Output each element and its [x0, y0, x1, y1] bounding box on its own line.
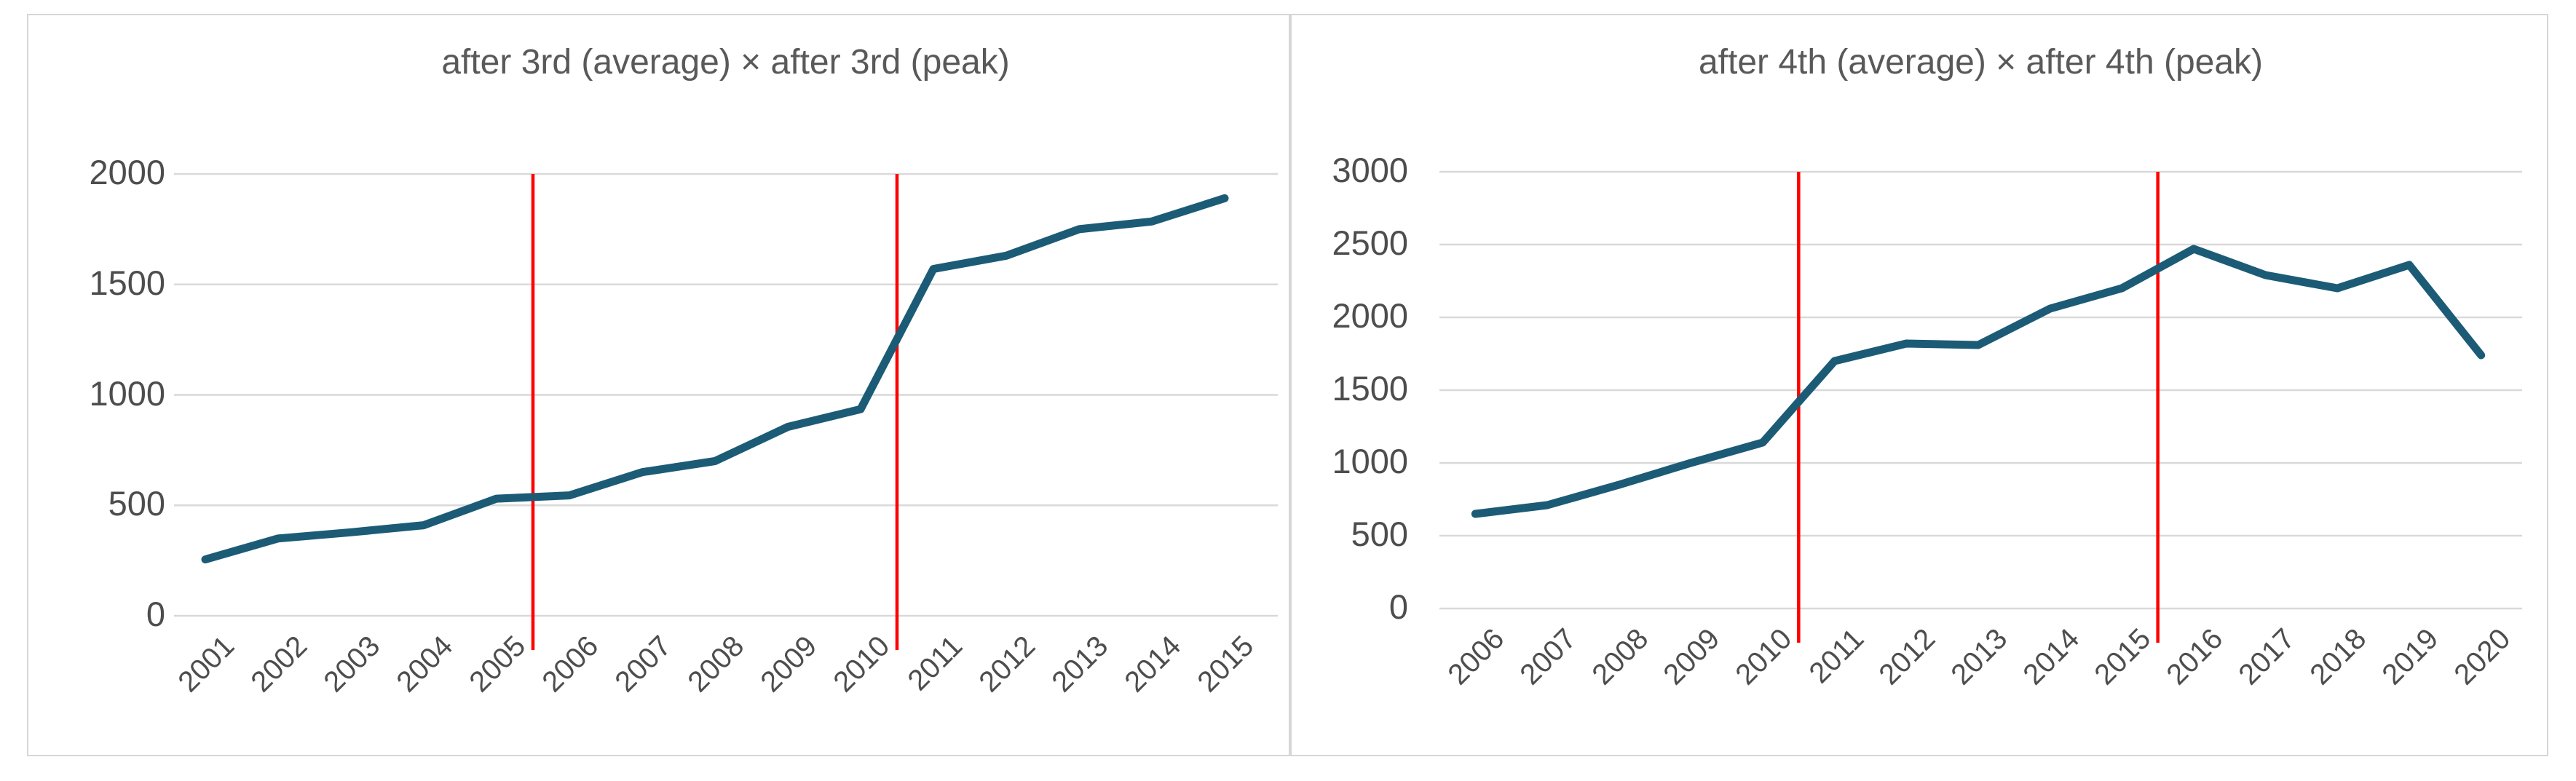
y-axis-tick-label: 2500	[1332, 223, 1408, 262]
y-axis-tick-label: 2000	[1332, 296, 1408, 335]
y-axis-tick-label: 500	[108, 484, 165, 523]
y-axis-tick-label: 2000	[89, 153, 165, 191]
chart-title: after 4th (average) × after 4th (peak)	[1698, 43, 2264, 82]
chart-panel-after-3rd: after 3rd (average) × after 3rd (peak) 0…	[27, 14, 1290, 756]
y-axis-tick-label: 1500	[1332, 369, 1408, 408]
chart-panel-after-4th: after 4th (average) × after 4th (peak) 0…	[1290, 14, 2548, 756]
data-series-line	[201, 194, 1229, 564]
chart-title: after 3rd (average) × after 3rd (peak)	[441, 43, 1010, 82]
line-plot-area	[174, 173, 1278, 650]
y-axis-tick-label: 1000	[1332, 442, 1408, 480]
line-plot-area	[1439, 170, 2522, 643]
y-axis-tick-label: 1500	[89, 263, 165, 302]
y-axis-tick-label: 0	[1388, 587, 1408, 626]
y-axis-tick-label: 500	[1351, 515, 1408, 553]
y-axis-tick-label: 1000	[89, 373, 165, 413]
y-axis-tick-label: 3000	[1332, 151, 1408, 189]
data-series-line	[1471, 245, 2486, 518]
y-axis-tick-label: 0	[146, 595, 165, 633]
